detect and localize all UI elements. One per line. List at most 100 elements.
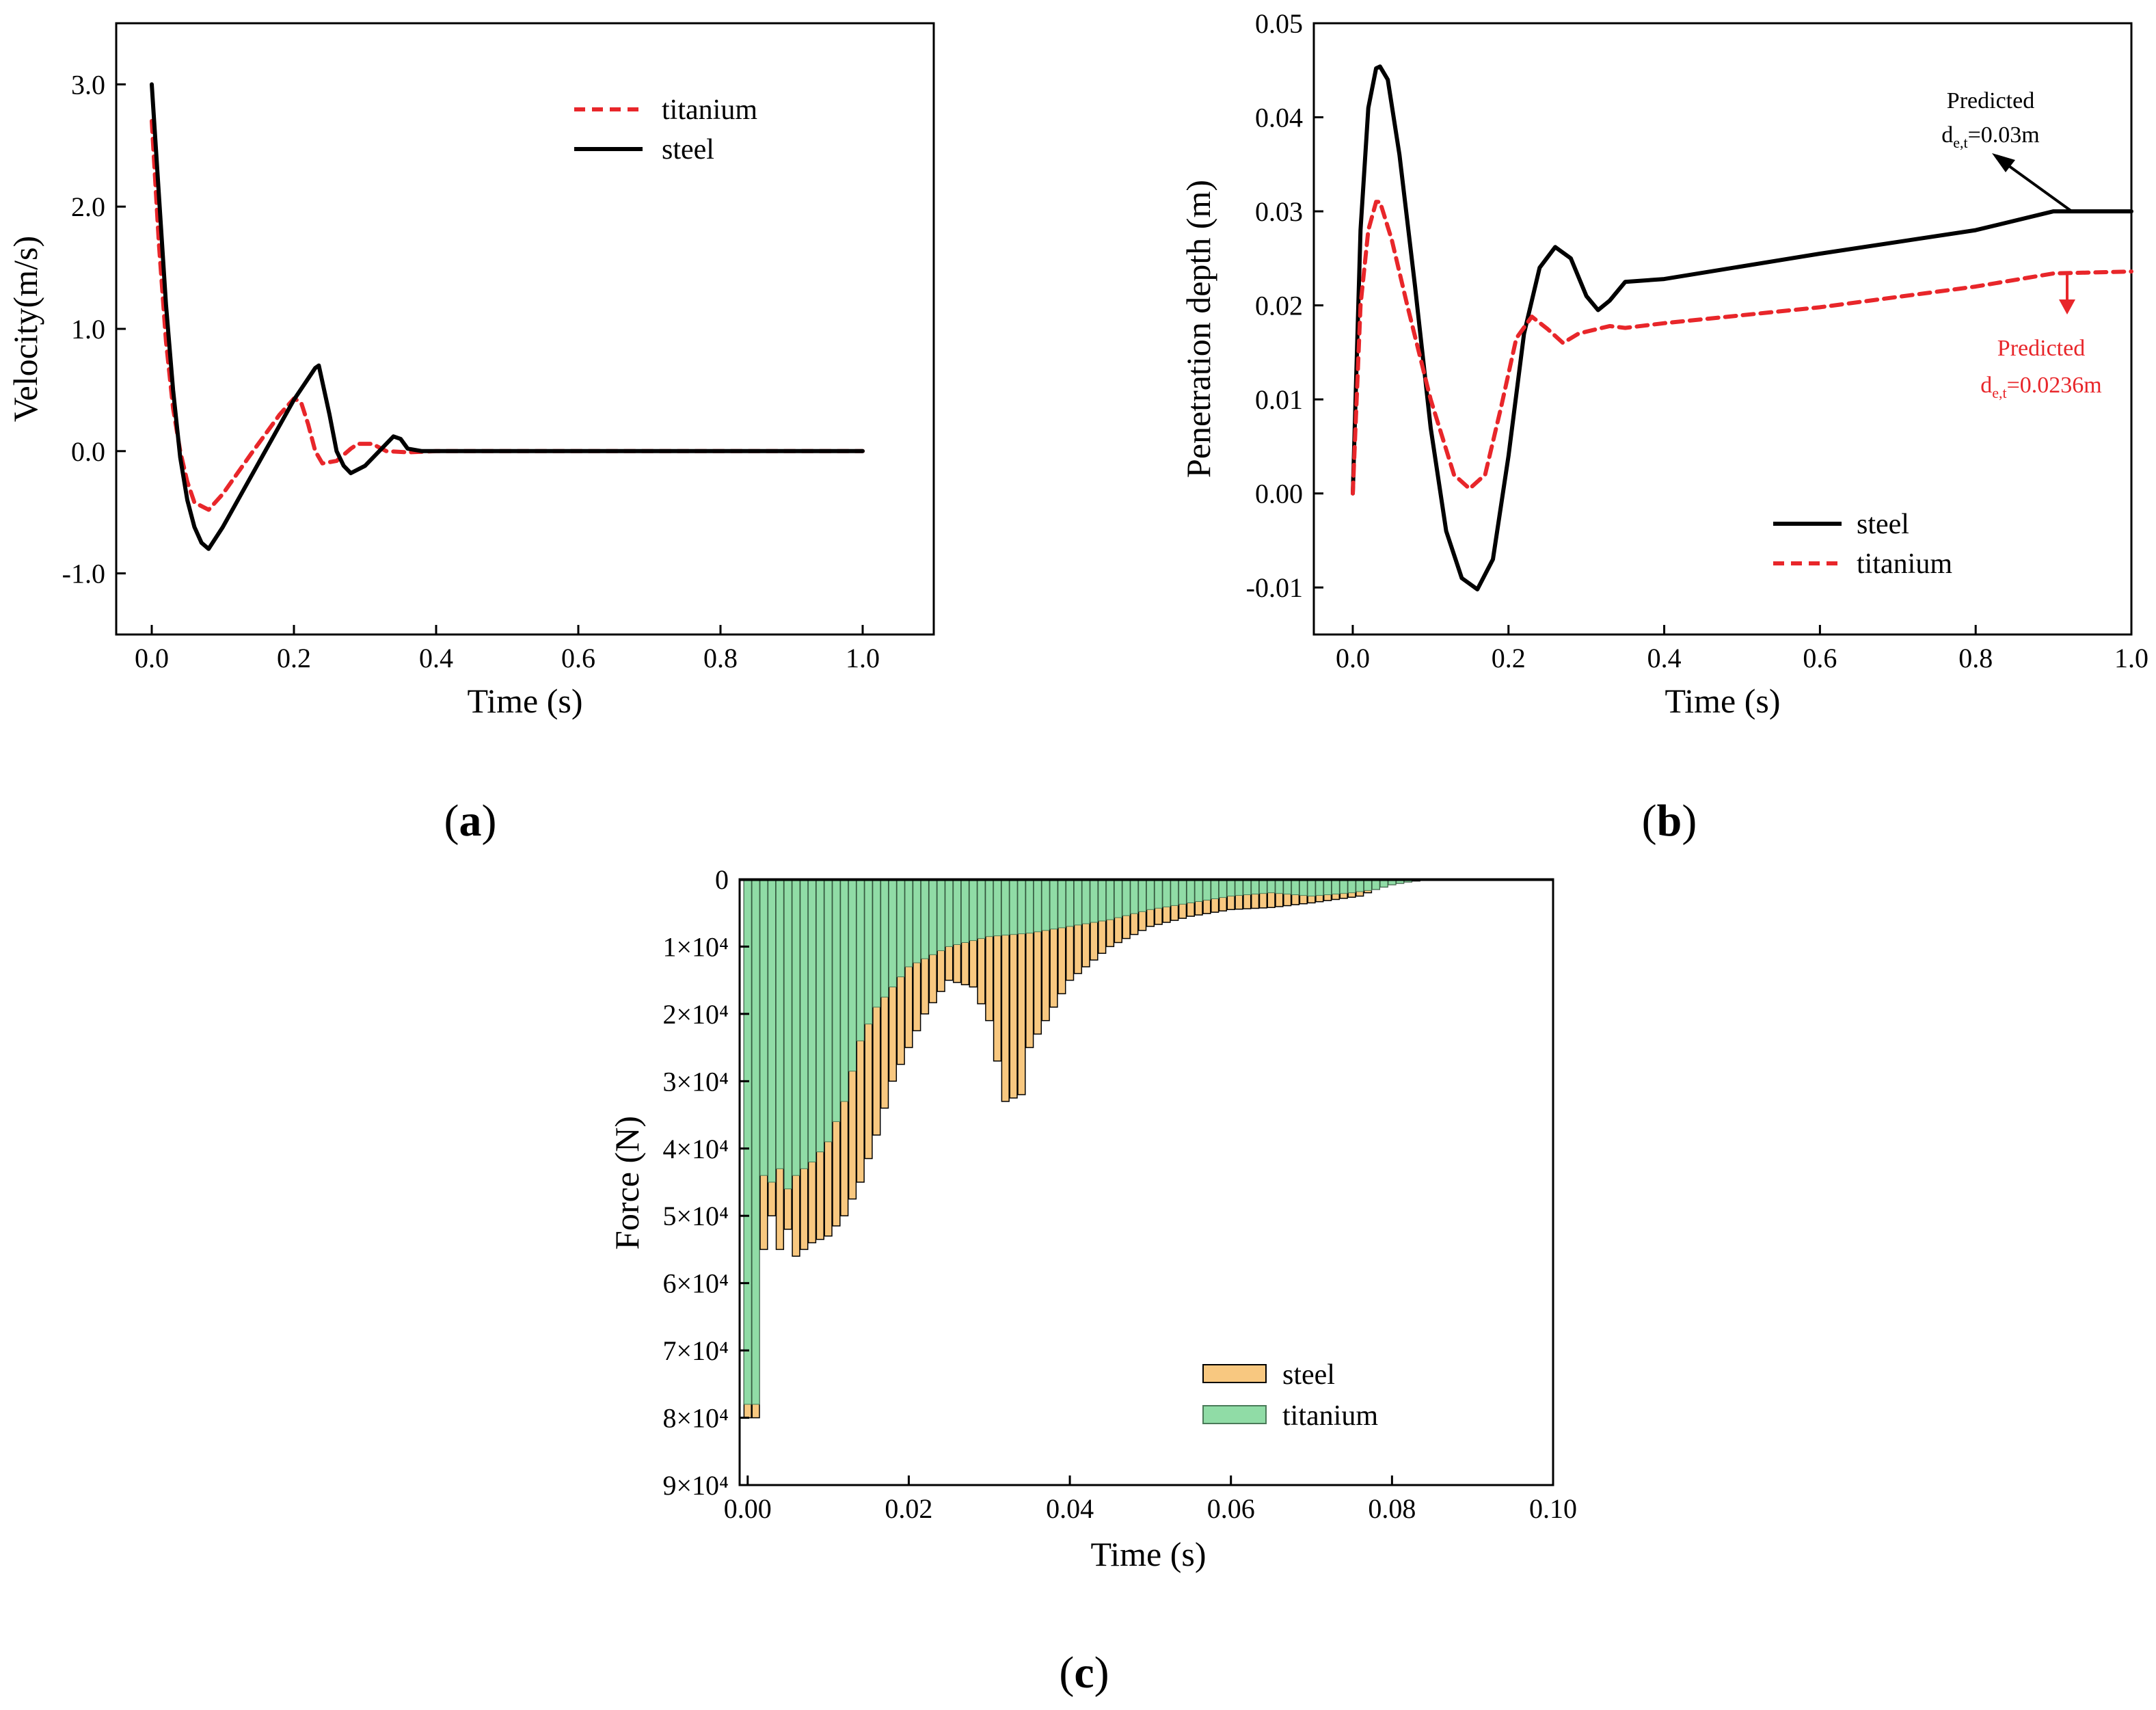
panel-c-titanium-bar bbox=[993, 879, 1001, 937]
panel-a-y-tick-label: 1.0 bbox=[71, 314, 105, 345]
panel-c-titanium-bar bbox=[1122, 879, 1131, 916]
panel-c-titanium-bar bbox=[1211, 879, 1220, 899]
panel-c-titanium-bar bbox=[913, 879, 921, 963]
panel-c-titanium-bar bbox=[1291, 879, 1299, 896]
panel-b-y-tick-label: 0.03 bbox=[1255, 196, 1303, 227]
panel-b-legend: steel titanium bbox=[1773, 509, 1952, 580]
panel-c-titanium-bar bbox=[961, 879, 969, 943]
panel-c-titanium-bar bbox=[824, 879, 833, 1143]
panel-b-steel-prediction-arrow bbox=[1997, 157, 2074, 213]
panel-b-caption: (b) bbox=[1642, 796, 1697, 846]
panel-c-titanium-bar bbox=[1057, 879, 1066, 929]
panel-c-titanium-bar bbox=[1138, 879, 1146, 912]
panel-c-force-chart: 0.00 0.02 0.04 0.06 0.08 0.10 0 1×10⁴ 2×10⁴ 3×10… bbox=[608, 864, 1577, 1698]
panel-c-y-tick-label: 7×10⁴ bbox=[662, 1335, 729, 1366]
panel-a-x-tick-label: 0.2 bbox=[277, 643, 311, 673]
panel-c-titanium-bar bbox=[1307, 879, 1316, 897]
panel-c-titanium-bar bbox=[904, 879, 913, 967]
panel-c-titanium-bar bbox=[759, 879, 768, 1176]
panel-c-titanium-bar bbox=[832, 879, 841, 1122]
panel-a-x-tick-label: 0.0 bbox=[135, 643, 169, 673]
panel-b-y-tick-label: -0.01 bbox=[1246, 572, 1303, 603]
panel-c-titanium-bar bbox=[889, 879, 897, 987]
panel-c-titanium-bar bbox=[1339, 879, 1348, 894]
panel-c-titanium-bar bbox=[1299, 879, 1308, 896]
panel-a-x-tick-label: 1.0 bbox=[846, 643, 880, 673]
panel-b-y-tick-label: 0.04 bbox=[1255, 103, 1303, 133]
panel-c-y-tick-label: 0 bbox=[715, 864, 729, 895]
panel-c-titanium-bar bbox=[864, 879, 873, 1025]
panel-c-titanium-bar bbox=[816, 879, 824, 1153]
panel-a-x-tick-label: 0.8 bbox=[703, 643, 738, 673]
panel-c-titanium-bar bbox=[1235, 879, 1243, 896]
panel-b-caption-letter: b bbox=[1657, 796, 1682, 846]
panel-a-legend-steel-label: steel bbox=[662, 134, 714, 165]
panel-c-titanium-bar bbox=[1162, 879, 1171, 907]
panel-c-titanium-bar bbox=[751, 879, 760, 1405]
panel-a-series-steel-line bbox=[150, 82, 865, 551]
panel-a-x-tick-label: 0.4 bbox=[419, 643, 453, 673]
panel-b-legend-steel-label: steel bbox=[1857, 509, 1909, 540]
panel-c-y-tick-label: 5×10⁴ bbox=[662, 1201, 729, 1231]
panel-c-legend: steel titanium bbox=[1202, 1359, 1378, 1432]
panel-c-titanium-bar bbox=[1251, 879, 1259, 895]
panel-c-titanium-bar bbox=[1259, 879, 1267, 894]
panel-a-y-tick-label: 2.0 bbox=[71, 191, 105, 222]
panel-c-titanium-bar bbox=[1178, 879, 1187, 905]
panel-c-titanium-bar bbox=[936, 879, 945, 951]
panel-b-steel-prediction-annotation: Predicted de,t=0.03m bbox=[1941, 88, 2074, 213]
panel-c-titanium-bar bbox=[1243, 879, 1252, 896]
panel-c-y-tick-label: 4×10⁴ bbox=[662, 1134, 729, 1164]
panel-c-x-tick-label: 0.10 bbox=[1529, 1493, 1577, 1524]
panel-c-titanium-bar bbox=[1017, 879, 1026, 935]
panel-c-titanium-bar bbox=[1347, 879, 1356, 894]
panel-b-titanium-prediction-arrowhead bbox=[2059, 299, 2075, 315]
panel-c-titanium-bar bbox=[840, 879, 849, 1102]
panel-a-x-axis-label: Time (s) bbox=[467, 682, 582, 720]
panel-c-titanium-bar bbox=[1315, 879, 1324, 896]
panel-a-y-tick-label: -1.0 bbox=[62, 559, 105, 589]
panel-c-titanium-bar bbox=[1356, 879, 1364, 892]
panel-a-caption-letter: a bbox=[459, 796, 482, 846]
panel-c-titanium-bar bbox=[1074, 879, 1082, 926]
panel-c-titanium-bar bbox=[1202, 879, 1211, 900]
panel-c-x-tick-label: 0.06 bbox=[1207, 1493, 1255, 1524]
panel-b-steel-prediction-title: Predicted bbox=[1947, 88, 2034, 113]
panel-b-x-tick-label: 1.0 bbox=[2114, 643, 2148, 673]
panel-c-titanium-bar bbox=[1009, 879, 1018, 935]
panel-b-plot-frame bbox=[1312, 22, 2133, 636]
panel-c-titanium-bar bbox=[1332, 879, 1340, 895]
panel-c-titanium-bar bbox=[880, 879, 889, 998]
panel-b-y-tick-label: 0.00 bbox=[1255, 479, 1303, 509]
panel-c-titanium-bar bbox=[1146, 879, 1155, 910]
panel-c-titanium-bar bbox=[776, 879, 784, 1169]
panel-c-titanium-bar bbox=[848, 879, 857, 1072]
panel-c-titanium-bar bbox=[800, 879, 809, 1169]
panel-c-titanium-bar bbox=[977, 879, 986, 939]
panel-c-y-tick-label: 8×10⁴ bbox=[662, 1403, 729, 1434]
panel-b-x-tick-label: 0.8 bbox=[1958, 643, 1993, 673]
panel-c-y-tick-label: 2×10⁴ bbox=[662, 999, 729, 1030]
panel-c-x-tick-label: 0.02 bbox=[885, 1493, 932, 1524]
panel-a-y-tick-label: 3.0 bbox=[71, 69, 105, 100]
panel-c-titanium-bar bbox=[928, 879, 937, 955]
panel-c-legend-steel-label: steel bbox=[1282, 1359, 1335, 1391]
panel-c-titanium-bar bbox=[953, 879, 961, 945]
panel-c-titanium-bar bbox=[1114, 879, 1122, 918]
panel-c-titanium-bar bbox=[1275, 879, 1284, 894]
panel-b-x-tick-label: 0.2 bbox=[1492, 643, 1526, 673]
panel-c-titanium-bar bbox=[1226, 879, 1235, 897]
panel-a-legend: titanium steel bbox=[574, 94, 757, 165]
panel-c-titanium-bar bbox=[1034, 879, 1042, 933]
panel-c-legend-titanium-label: titanium bbox=[1282, 1400, 1378, 1432]
panel-c-y-tick-label: 6×10⁴ bbox=[662, 1268, 729, 1299]
panel-a-legend-titanium-label: titanium bbox=[662, 94, 757, 126]
panel-c-titanium-bar bbox=[945, 879, 954, 947]
panel-b-steel-prediction-arrowhead bbox=[1992, 153, 2015, 172]
panel-c-x-tick-label: 0.04 bbox=[1046, 1493, 1094, 1524]
panel-a-caption: (a) bbox=[444, 796, 497, 846]
panel-c-titanium-bar bbox=[1219, 879, 1227, 898]
panel-c-titanium-bar bbox=[1194, 879, 1203, 902]
panel-b-titanium-prediction-title: Predicted bbox=[1997, 336, 2085, 361]
panel-c-titanium-bar bbox=[896, 879, 905, 978]
